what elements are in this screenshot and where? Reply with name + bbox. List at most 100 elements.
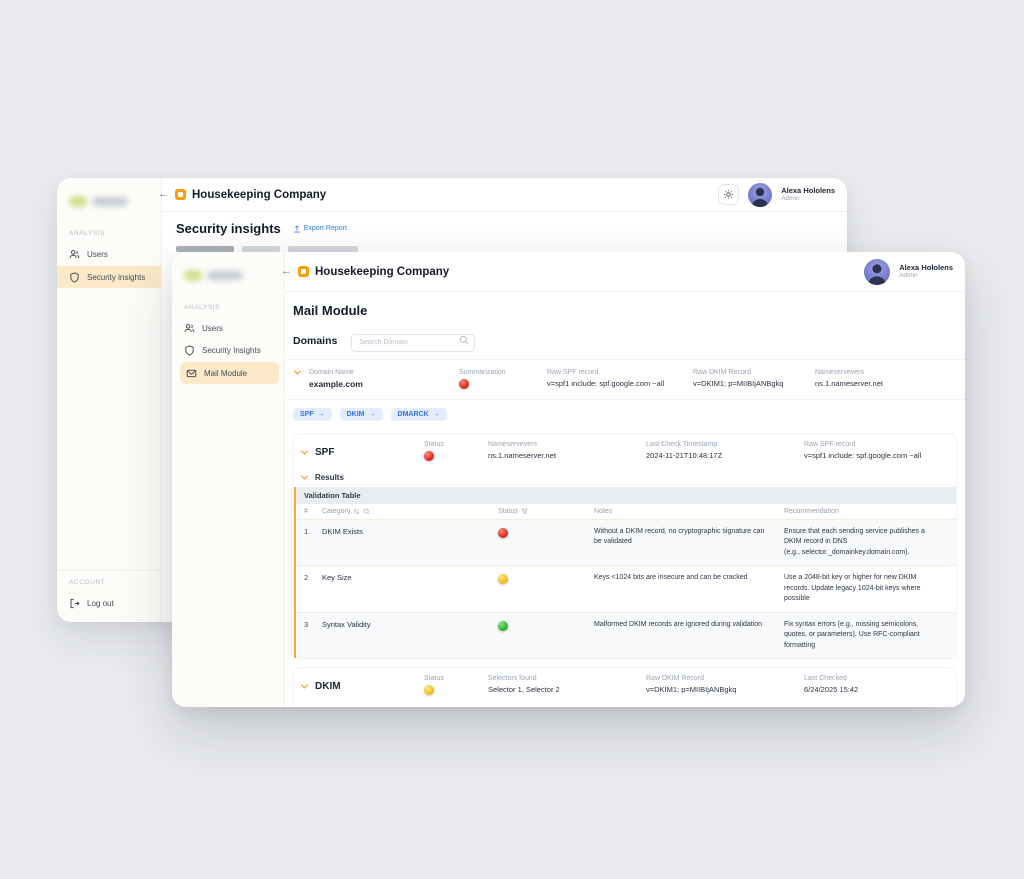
results-label: Results xyxy=(315,472,344,482)
back-main-area: ← Housekeeping Company Alexa Hololens Ad… xyxy=(158,178,847,622)
logo-mark-blurred xyxy=(184,269,202,281)
app-logo-blurred xyxy=(57,178,161,208)
sidebar-item-label: Security insights xyxy=(87,272,146,282)
raw-spf-label: Raw SPF record xyxy=(547,368,599,376)
last-checked-label: Last Checked xyxy=(804,675,847,682)
sidebar-account-block: ACCOUNT Log out xyxy=(57,570,161,614)
logout-button[interactable]: Log out xyxy=(57,592,161,614)
search-input[interactable] xyxy=(351,333,476,352)
status-label: Status xyxy=(424,440,444,448)
company-logo-icon xyxy=(298,266,309,277)
col-recommendation: Recommendation xyxy=(784,507,839,515)
mail-module-content: Mail Module Domains Domain Name xyxy=(285,292,965,707)
sidebar-item-label: Security Insights xyxy=(202,345,261,355)
settings-button[interactable] xyxy=(718,184,740,205)
sidebar-item-label: Mail Module xyxy=(204,368,248,378)
logo-mark-blurred xyxy=(69,195,87,207)
raw-spf-label: Raw SPF record xyxy=(804,440,856,448)
sidebar-item-users[interactable]: Users xyxy=(57,243,161,265)
raw-spf-value: v=spf1 include: spf.google.com ~all xyxy=(547,378,665,388)
sidebar-item-label: Users xyxy=(87,249,108,259)
raw-dkim-label: Raw DKIM Record xyxy=(693,368,751,376)
table-row: 2 Key Size Keys <1024 bits are insecure … xyxy=(296,565,956,612)
raw-dkim-label: Raw DKIM Record xyxy=(646,675,704,682)
status-dot xyxy=(498,620,508,631)
spf-section-title: SPF xyxy=(315,446,335,458)
sidebar-item-users[interactable]: Users xyxy=(172,317,284,339)
row-notes: Keys <1024 bits are insecure and can be … xyxy=(594,574,748,581)
row-recommendation: Use a 2048-bit key or higher for new DKI… xyxy=(784,574,921,602)
summarization-label: Summarization xyxy=(459,368,506,376)
user-avatar[interactable] xyxy=(748,182,773,207)
dkim-section-title: DKIM xyxy=(315,681,341,692)
dmarck-chip[interactable]: DMARCK → xyxy=(390,407,447,421)
status-dot xyxy=(498,574,508,584)
raw-spf-value: v=spf1 include: spf.google.com ~all xyxy=(804,450,922,460)
arrow-right-icon: → xyxy=(432,410,440,418)
users-icon xyxy=(184,323,195,334)
user-avatar[interactable] xyxy=(864,258,891,285)
dkim-chip[interactable]: DKIM → xyxy=(339,407,383,421)
logo-text-blurred xyxy=(92,196,128,206)
row-recommendation: Ensure that each sending service publish… xyxy=(784,527,925,556)
record-chips: SPF → DKIM → DMARCK → xyxy=(293,400,957,429)
search-icon xyxy=(459,335,469,345)
row-num: 1 xyxy=(304,526,309,536)
logo-text-blurred xyxy=(207,270,243,280)
chip-label: SPF xyxy=(300,410,314,418)
user-role: Admin xyxy=(781,195,800,203)
nameservers-value: ns.1.nameserver.net xyxy=(815,378,883,388)
status-dot xyxy=(459,378,469,389)
user-info: Alexa Hololens Admin xyxy=(781,186,835,204)
col-num: # xyxy=(304,507,308,515)
front-main-area: ← Housekeeping Company Alexa Hololens Ad… xyxy=(281,252,965,707)
sidebar-item-mail-module[interactable]: Mail Module xyxy=(180,362,279,384)
column-search-icon[interactable] xyxy=(363,508,370,515)
chevron-down-icon[interactable] xyxy=(293,369,302,376)
status-label: Status xyxy=(424,675,444,682)
page-title: Security insights xyxy=(176,221,281,236)
company-title: Housekeeping Company xyxy=(315,265,450,278)
row-notes: Malformed DKIM records are ignored durin… xyxy=(594,620,763,628)
raw-dkim-value: v=DKIM1; p=MIIBIjANBgkq xyxy=(693,378,784,388)
domain-row: Domain Name example.com Summarization Ra… xyxy=(293,360,957,399)
filter-icon[interactable] xyxy=(521,508,528,515)
sort-icon[interactable] xyxy=(353,508,360,515)
col-status: Status xyxy=(498,507,518,515)
users-icon xyxy=(69,249,80,260)
spf-card: SPF Status Nameservevers ns.1.nameserver… xyxy=(293,432,957,659)
selectors-found-label: Selectors found xyxy=(488,675,537,682)
domains-label: Domains xyxy=(293,335,338,348)
row-recommendation: Fix syntax errors (e.g., missing semicol… xyxy=(784,620,920,649)
status-dot xyxy=(424,450,434,461)
company-logo-icon xyxy=(175,189,186,200)
row-notes: Without a DKIM record, no cryptographic … xyxy=(594,527,765,546)
gear-icon xyxy=(723,189,734,200)
spf-chip[interactable]: SPF → xyxy=(293,407,332,421)
mail-module-window: ANALYSIS Users Security Insights Mail Mo… xyxy=(172,252,965,707)
nameservers-label: Nameservevers xyxy=(815,368,865,376)
col-notes: Notes xyxy=(594,507,613,515)
table-row: 3 Syntax Validity Malformed DKIM records… xyxy=(296,611,956,658)
user-name: Alexa Hololens xyxy=(899,262,953,272)
sidebar-item-security-insights[interactable]: Security insights xyxy=(57,266,161,288)
back-arrow-icon[interactable]: ← xyxy=(158,188,169,200)
mail-icon xyxy=(186,368,197,379)
last-check-value: 2024-11-21T10:48:17Z xyxy=(646,450,723,460)
row-num: 3 xyxy=(304,619,309,629)
export-report-link[interactable]: Export Report xyxy=(293,224,347,233)
analysis-section-label: ANALYSIS xyxy=(69,230,106,237)
col-category: Category xyxy=(322,507,351,515)
arrow-right-icon: → xyxy=(368,410,376,418)
validation-table-title: Validation Table xyxy=(296,486,956,504)
shield-icon xyxy=(69,271,80,283)
status-dot xyxy=(498,527,508,538)
chevron-down-icon[interactable] xyxy=(300,449,309,456)
arrow-right-icon: → xyxy=(317,410,325,418)
chevron-down-icon[interactable] xyxy=(300,474,309,481)
company-title: Housekeeping Company xyxy=(192,188,327,201)
chevron-down-icon[interactable] xyxy=(300,683,309,690)
export-report-label: Export Report xyxy=(303,225,347,232)
back-arrow-icon[interactable]: ← xyxy=(281,265,292,277)
sidebar-item-security-insights[interactable]: Security Insights xyxy=(172,339,284,361)
